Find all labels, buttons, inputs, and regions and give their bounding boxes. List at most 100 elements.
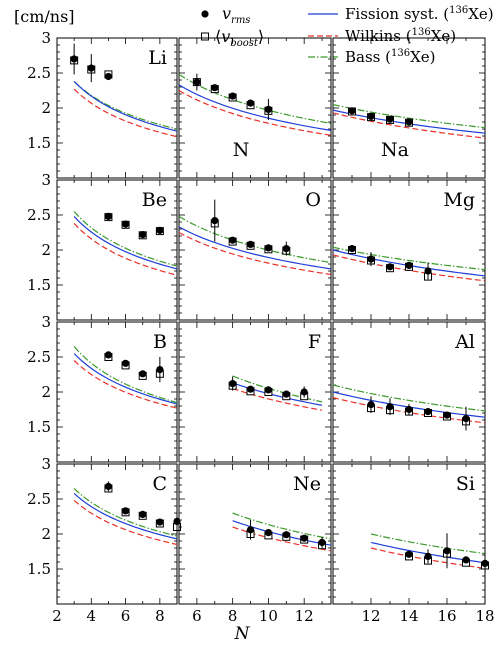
curve-bass xyxy=(179,73,331,124)
rms-point xyxy=(104,72,113,81)
rms-point xyxy=(386,263,394,271)
rms-point xyxy=(462,556,470,564)
panel-na: Na xyxy=(332,37,486,179)
x-tick-label: 4 xyxy=(87,607,97,625)
rms-point xyxy=(121,359,130,367)
rms-point xyxy=(282,245,290,253)
rms-point xyxy=(246,99,255,107)
panel-label-n: N xyxy=(233,139,250,161)
rms-point xyxy=(405,118,413,126)
rms-point xyxy=(246,240,255,248)
rms-point xyxy=(300,388,308,396)
x-tick-label: 12 xyxy=(361,607,380,625)
rms-point xyxy=(386,115,394,123)
panel-si: 12 14 16 18 Si xyxy=(332,463,495,625)
curve-bass xyxy=(73,346,177,404)
rms-point xyxy=(229,380,237,388)
rms-point xyxy=(211,217,219,225)
rms-point xyxy=(264,244,273,252)
curve-wilkins xyxy=(73,360,177,409)
y-tick-label: 1.5 xyxy=(27,418,51,436)
rms-point xyxy=(282,390,290,398)
curve-bass xyxy=(370,533,485,555)
panel-be: 1.5 2 2.5 3 Be xyxy=(27,171,178,321)
panel-frame xyxy=(178,37,332,179)
legend-rms-label: vrms xyxy=(222,4,250,26)
panel-label-mg: Mg xyxy=(443,189,475,211)
rms-point xyxy=(367,255,375,263)
rms-point xyxy=(424,552,432,561)
rms-point xyxy=(264,105,273,113)
rms-point xyxy=(300,534,308,542)
panel-label-o: O xyxy=(305,189,321,211)
curve-bass xyxy=(333,246,485,271)
legend-fission-label: Fission syst. (136Xe) xyxy=(345,5,494,23)
curve-fission xyxy=(232,520,331,546)
rms-point xyxy=(104,482,113,490)
rms-point xyxy=(139,510,147,518)
curve-bass xyxy=(73,211,177,267)
rms-point xyxy=(318,538,326,547)
curve-fission xyxy=(73,215,177,270)
curve-wilkins xyxy=(232,526,331,552)
panel-o: O xyxy=(178,179,332,321)
legend-bass-label: Bass (136Xe) xyxy=(345,48,436,66)
y-tick-label: 1.5 xyxy=(27,560,51,578)
rms-point xyxy=(211,84,219,92)
curve-bass xyxy=(73,488,177,537)
y-tick-label: 3 xyxy=(41,29,51,47)
curve-bass xyxy=(333,384,485,412)
y-tick-label: 2 xyxy=(41,525,51,543)
panel-n: N xyxy=(178,37,332,179)
panel-label-f: F xyxy=(308,331,321,353)
rms-point xyxy=(386,403,394,411)
rms-point xyxy=(139,231,147,239)
panel-al: Al xyxy=(332,321,486,463)
panel-label-si: Si xyxy=(456,473,475,495)
y-tick-label: 2.5 xyxy=(27,64,51,82)
x-tick-label: 14 xyxy=(399,607,418,625)
y-tick-label: 2.5 xyxy=(27,490,51,508)
rms-point xyxy=(443,547,451,555)
rms-point xyxy=(367,112,375,120)
rms-point xyxy=(156,518,164,526)
y-tick-label: 1.5 xyxy=(27,134,51,152)
x-tick-label: 8 xyxy=(228,607,238,625)
panel-ne: 6 8 10 12 Ne xyxy=(178,463,332,625)
x-tick-label: 18 xyxy=(475,607,494,625)
curve-bass xyxy=(232,375,323,403)
rms-point xyxy=(246,385,255,393)
curve-wilkins xyxy=(73,499,177,546)
panels-group: 1.5 2 2.5 3 Li N Na 1.5 2 2.5 3 Be O Mg 1.5 2 2.5 3 B F Al 1.… xyxy=(27,29,494,625)
y-tick-label: 3 xyxy=(41,313,51,331)
legend-rms-marker xyxy=(201,10,209,18)
rms-point xyxy=(348,107,356,115)
panel-label-na: Na xyxy=(381,139,409,161)
rms-point xyxy=(104,351,113,359)
x-tick-label: 10 xyxy=(259,607,278,625)
x-tick-label: 16 xyxy=(437,607,456,625)
rms-point xyxy=(70,55,78,63)
panel-li: 1.5 2 2.5 3 Li xyxy=(27,29,178,179)
rms-point xyxy=(156,366,164,374)
rms-point xyxy=(405,550,413,558)
rms-point xyxy=(104,212,113,220)
panel-label-ne: Ne xyxy=(293,473,321,495)
rms-point xyxy=(229,236,237,244)
rms-point xyxy=(348,245,356,253)
x-tick-label: 6 xyxy=(192,607,202,625)
curve-wilkins xyxy=(73,222,177,276)
legend-wilkins-label: Wilkins (136Xe) xyxy=(345,27,456,45)
x-tick-label: 8 xyxy=(155,607,165,625)
rms-point xyxy=(156,226,164,234)
rms-point xyxy=(424,408,432,416)
curve-fission xyxy=(73,353,177,405)
panel-mg: Mg xyxy=(332,179,486,321)
x-tick-label: 2 xyxy=(52,607,62,625)
rms-point xyxy=(405,405,413,414)
curve-fission xyxy=(73,492,177,540)
panel-label-b: B xyxy=(153,331,167,353)
x-axis-title: N xyxy=(234,624,251,644)
rms-point xyxy=(424,267,432,275)
rms-point xyxy=(462,415,470,423)
